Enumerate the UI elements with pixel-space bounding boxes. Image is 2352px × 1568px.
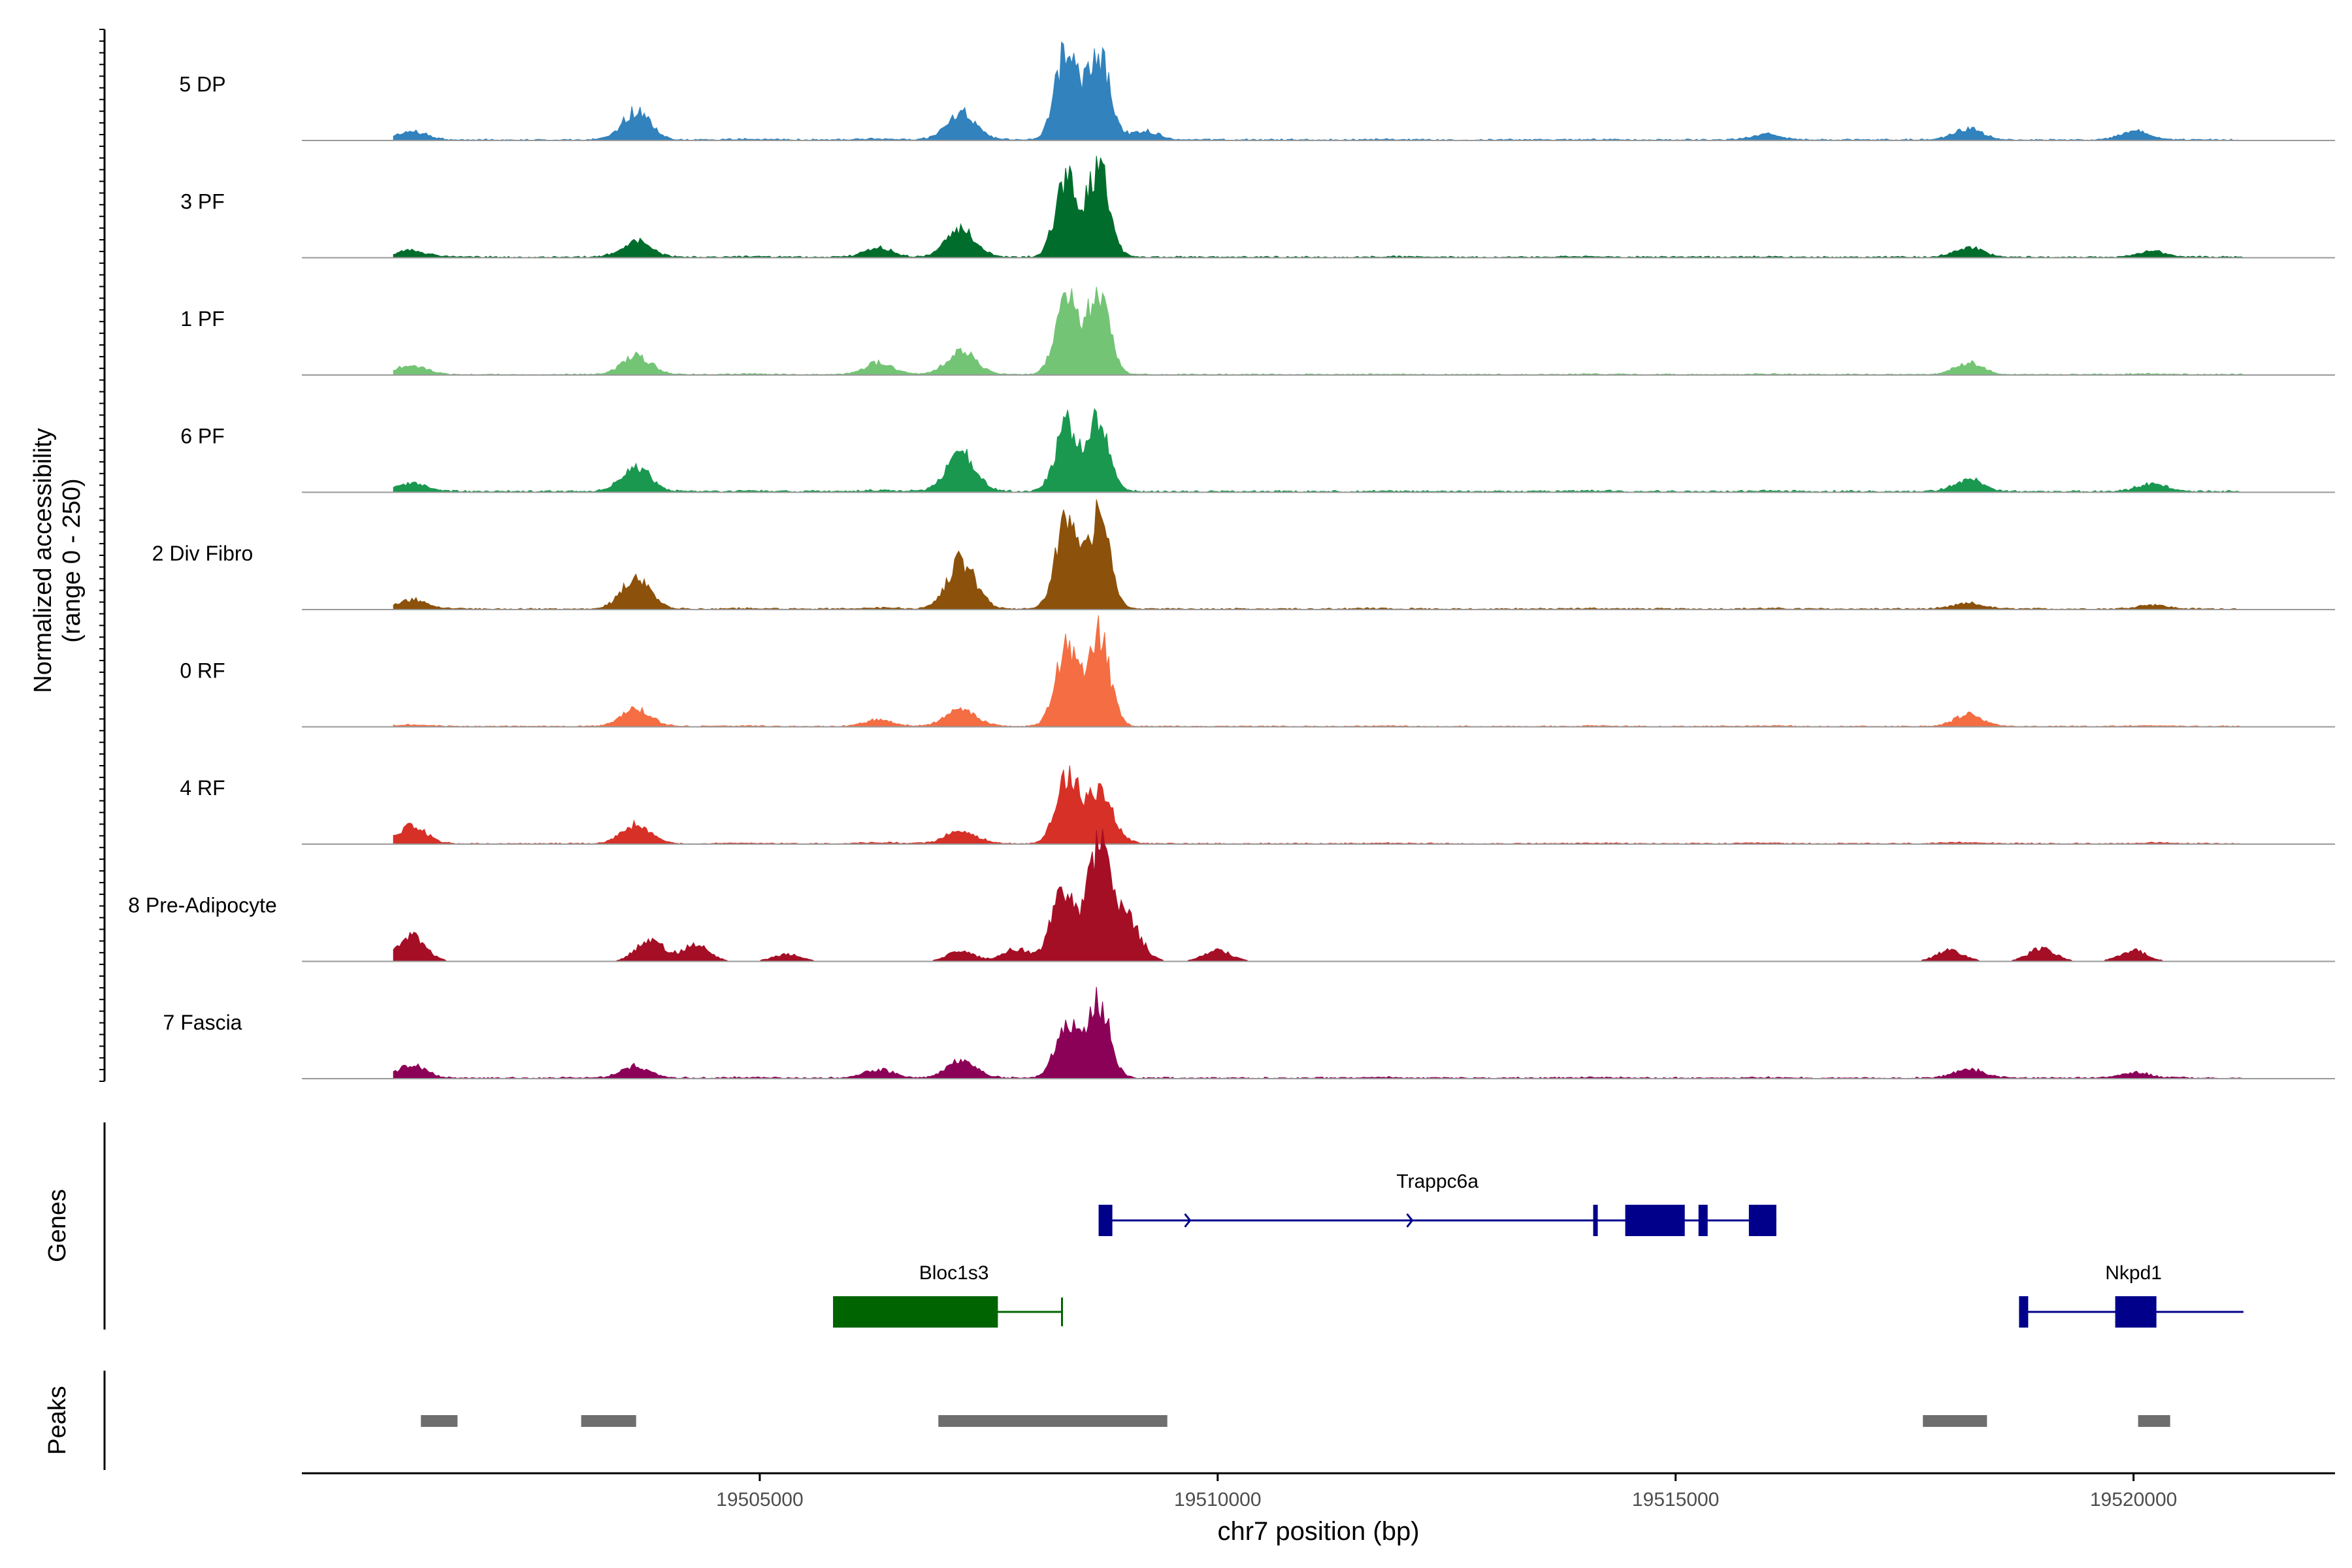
gene-label: Trappc6a	[1396, 1171, 1478, 1192]
gene-label: Nkpd1	[2105, 1262, 2162, 1284]
gene-bloc1s3: Bloc1s3	[833, 1262, 1063, 1328]
coverage-area	[393, 828, 2244, 962]
peak-region	[581, 1415, 636, 1427]
exon	[1593, 1205, 1598, 1236]
peaks-y-label: Peaks	[44, 1386, 71, 1455]
track-label: 5 DP	[179, 73, 225, 96]
track-label: 2 Div Fibro	[152, 542, 253, 565]
track-2-div-fibro: 2 Div Fibro	[152, 499, 2335, 610]
x-axis-label: chr7 position (bp)	[1217, 1517, 1419, 1546]
track-label: 8 Pre-Adipocyte	[128, 894, 277, 917]
peaks-track	[421, 1415, 2170, 1427]
x-tick-label: 19520000	[2090, 1489, 2177, 1511]
genes-y-label: Genes	[44, 1189, 71, 1262]
coverage-y-label-line1: Normalized accessibility	[29, 428, 57, 693]
track-4-rf: 4 RF	[180, 765, 2335, 845]
coverage-area	[393, 987, 2244, 1079]
track-7-fascia: 7 Fascia	[163, 987, 2335, 1079]
coverage-area	[393, 155, 2244, 259]
track-label: 7 Fascia	[163, 1011, 242, 1034]
track-1-pf: 1 PF	[180, 286, 2335, 376]
x-tick-label: 19510000	[1174, 1489, 1261, 1511]
track-label: 6 PF	[180, 425, 225, 448]
exon	[1625, 1205, 1685, 1236]
track-3-pf: 3 PF	[180, 155, 2335, 259]
exon	[1748, 1205, 1776, 1236]
track-label: 4 RF	[180, 776, 225, 800]
track-label: 0 RF	[180, 659, 225, 683]
coverage-area	[393, 765, 2244, 845]
coverage-area	[393, 286, 2244, 376]
exon	[833, 1296, 998, 1328]
exon	[2019, 1296, 2029, 1328]
coverage-y-label-line2: (range 0 - 250)	[58, 478, 86, 642]
coverage-area	[393, 615, 2244, 728]
x-tick-label: 19515000	[1632, 1489, 1719, 1511]
track-8-pre-adipocyte: 8 Pre-Adipocyte	[128, 828, 2335, 962]
coverage-area	[393, 499, 2244, 610]
x-tick-label: 19505000	[716, 1489, 803, 1511]
gene-trappc6a: Trappc6a	[1098, 1171, 1776, 1236]
track-label: 1 PF	[180, 307, 225, 331]
track-label: 3 PF	[180, 190, 225, 214]
axes: Normalized accessibility (range 0 - 250) G…	[29, 29, 2335, 1546]
track-6-pf: 6 PF	[180, 408, 2335, 493]
gene-nkpd1: Nkpd1	[2019, 1262, 2244, 1328]
track-5-dp: 5 DP	[179, 41, 2335, 141]
coverage-area	[393, 408, 2244, 493]
strand-arrow	[1406, 1213, 1414, 1228]
peak-region	[1923, 1415, 1987, 1427]
peak-region	[938, 1415, 1168, 1427]
genes-track: Trappc6a Bloc1s3 Nkpd1	[833, 1171, 2244, 1328]
track-0-rf: 0 RF	[180, 615, 2335, 728]
exon	[2115, 1296, 2157, 1328]
exon	[1698, 1205, 1708, 1236]
coverage-area	[393, 41, 2244, 141]
gene-label: Bloc1s3	[919, 1262, 989, 1284]
peak-region	[421, 1415, 458, 1427]
coverage-tracks: 5 DP 3 PF 1 PF 6 PF 2 Div Fibro 0 RF 4 RF 8 Pre…	[128, 41, 2335, 1079]
exon	[1098, 1205, 1113, 1236]
peak-region	[2138, 1415, 2170, 1427]
strand-arrow	[1184, 1213, 1192, 1228]
